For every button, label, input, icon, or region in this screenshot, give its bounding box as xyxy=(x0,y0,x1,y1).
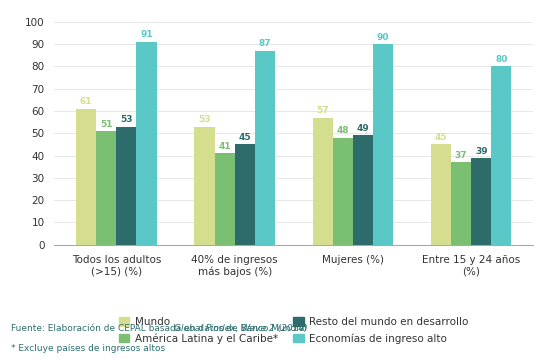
Bar xyxy=(313,118,333,245)
Text: 51: 51 xyxy=(100,120,113,129)
Text: 90: 90 xyxy=(377,33,390,42)
Text: 49: 49 xyxy=(356,124,369,133)
Bar xyxy=(96,131,116,245)
Bar xyxy=(116,126,137,245)
Bar xyxy=(353,135,373,245)
Text: 91: 91 xyxy=(140,31,153,40)
Text: 57: 57 xyxy=(317,106,329,115)
Text: 41: 41 xyxy=(218,142,231,151)
Bar xyxy=(431,144,451,245)
Text: 45: 45 xyxy=(238,133,251,142)
Bar xyxy=(137,42,157,245)
Text: 53: 53 xyxy=(120,115,133,124)
Bar xyxy=(194,126,214,245)
Text: * Excluye países de ingresos altos: * Excluye países de ingresos altos xyxy=(11,344,165,353)
Text: Global Findex, Wave 2 (2014): Global Findex, Wave 2 (2014) xyxy=(175,324,308,333)
Bar xyxy=(373,44,393,245)
Bar xyxy=(333,138,353,245)
Text: 80: 80 xyxy=(495,55,508,64)
Text: 53: 53 xyxy=(198,115,211,124)
Bar xyxy=(471,158,491,245)
Text: 37: 37 xyxy=(455,151,467,160)
Bar xyxy=(76,109,96,245)
Text: 87: 87 xyxy=(258,39,271,48)
Bar xyxy=(255,51,275,245)
Text: 61: 61 xyxy=(80,98,92,107)
Legend: Mundo, América Latina y el Caribe*, Resto del mundo en desarrollo, Economías de : Mundo, América Latina y el Caribe*, Rest… xyxy=(119,317,468,344)
Text: 48: 48 xyxy=(337,126,349,135)
Text: Fuente: Elaboración de CEPAL basada en datos de Banco Mundial: Fuente: Elaboración de CEPAL basada en d… xyxy=(11,324,310,333)
Text: 45: 45 xyxy=(435,133,447,142)
Text: 39: 39 xyxy=(475,147,487,156)
Bar xyxy=(491,66,511,245)
Bar xyxy=(214,153,234,245)
Bar xyxy=(451,162,471,245)
Bar xyxy=(234,144,255,245)
